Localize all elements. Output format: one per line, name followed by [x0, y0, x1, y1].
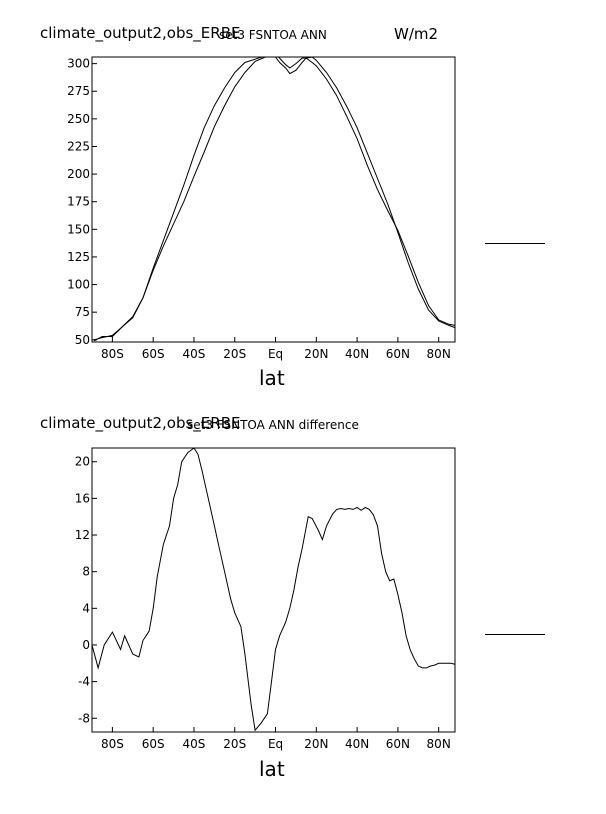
panel1-x-tick-label: 80N	[427, 347, 451, 361]
panel2-plot-frame	[91, 447, 456, 733]
panel1-y-tick-label: 150	[67, 222, 90, 236]
panel2-header-center: set3 FSNTOA ANN difference	[187, 418, 359, 432]
panel2-header-left: climate_output2,obs_ERBE	[40, 414, 241, 432]
panel1-x-tick-label: 60N	[386, 347, 410, 361]
panel2-x-tick-label: 60S	[142, 737, 165, 751]
panel1-x-tick-label: Eq	[268, 347, 283, 361]
panel2-series-1-line	[92, 448, 455, 732]
panel1-y-tick-label: 250	[67, 112, 90, 126]
panel2-x-axis-label: lat	[259, 757, 285, 781]
panel2-y-tick-label: 8	[82, 565, 90, 579]
panel2-x-tick-label: 20N	[304, 737, 328, 751]
panel1-y-tick-label: 50	[75, 333, 90, 347]
panel1-y-tick-label: 100	[67, 278, 90, 292]
panel2-y-tick-label: 4	[82, 601, 90, 615]
panel1-y-tick-label: 175	[67, 195, 90, 209]
panel1-plot: 50 75 100 125 150 175 200 225 250 275 300 80S 60S 40S…	[67, 56, 456, 361]
panel2-y-tick-label: 16	[75, 491, 90, 505]
panel1-header-left: climate_output2,obs_ERBE	[40, 24, 241, 42]
panel1-series-2-line	[93, 57, 455, 341]
panel2-y-tick-label: -4	[78, 675, 90, 689]
panel2-y-tick-label: 0	[82, 638, 90, 652]
panel2-x-tick-label: 20S	[223, 737, 246, 751]
panel1-y-tick-label: 200	[67, 167, 90, 181]
panel2-x-tick-label: 80S	[101, 737, 124, 751]
panel2-x-tick-label: Eq	[268, 737, 283, 751]
panel2-y-tick-label: -8	[78, 711, 90, 725]
panel1-x-tick-label: 20N	[304, 347, 328, 361]
panel1-x-tick-label: 80S	[101, 347, 124, 361]
panel2-plot: -8 -4 0 4 8 12 16 20 80S 60S 40S 20S Eq 20N 40N 60N 80N	[75, 447, 456, 751]
panel1-series-1-line	[93, 57, 455, 342]
panel2-legend-line	[485, 634, 545, 635]
panel2-x-tick-label: 40N	[345, 737, 369, 751]
panel2-y-tick-label: 12	[75, 528, 90, 542]
panel1-x-tick-label: 60S	[142, 347, 165, 361]
panel1-y-tick-label: 275	[67, 84, 90, 98]
panel1-y-tick-label: 225	[67, 139, 90, 153]
panel1-x-tick-label: 40S	[183, 347, 206, 361]
panel1-x-tick-label: 20S	[223, 347, 246, 361]
panel1-header-center: set3 FSNTOA ANN	[219, 28, 327, 42]
panel2-y-tick-label: 20	[75, 455, 90, 469]
panel1-x-tick-label: 40N	[345, 347, 369, 361]
panel1-units: W/m2	[394, 25, 439, 43]
panel1-y-tick-label: 125	[67, 250, 90, 264]
panel1-x-axis-label: lat	[259, 366, 285, 390]
panel2-x-tick-label: 60N	[386, 737, 410, 751]
panel1-plot-frame	[91, 56, 456, 343]
panel1-legend-line	[485, 243, 545, 244]
panel1-y-tick-label: 75	[75, 305, 90, 319]
panel2-x-tick-label: 40S	[183, 737, 206, 751]
panel2-x-tick-label: 80N	[427, 737, 451, 751]
panel1-y-tick-label: 300	[67, 57, 90, 71]
